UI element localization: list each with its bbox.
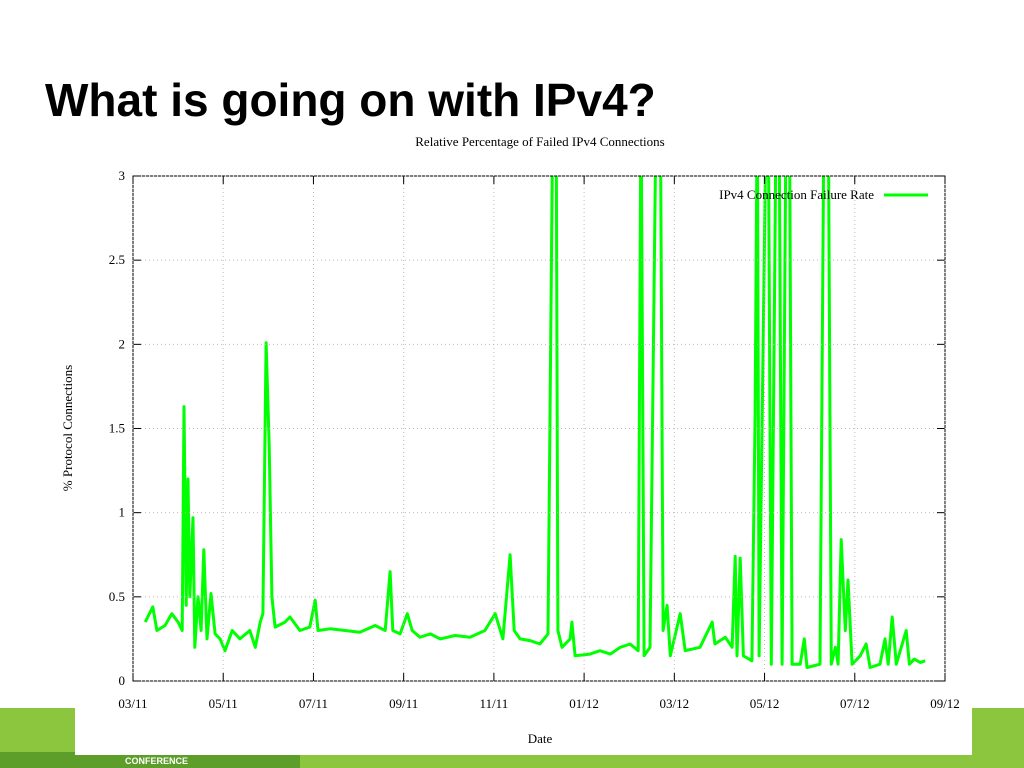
- slide-title: What is going on with IPv4?: [45, 74, 656, 126]
- x-tick-label: 05/12: [750, 696, 780, 711]
- x-tick-label: 09/11: [389, 696, 418, 711]
- x-tick-label: 07/11: [299, 696, 328, 711]
- x-tick-label: 03/12: [660, 696, 690, 711]
- x-tick-label: 07/12: [840, 696, 870, 711]
- x-tick-label: 05/11: [209, 696, 238, 711]
- x-tick-label: 09/12: [930, 696, 960, 711]
- y-tick-label: 1.5: [109, 421, 125, 436]
- y-tick-label: 0.5: [109, 589, 125, 604]
- y-tick-label: 2: [119, 336, 126, 351]
- x-tick-label: 03/11: [118, 696, 147, 711]
- plot-area: [143, 176, 926, 669]
- x-tick-label: 11/11: [480, 696, 509, 711]
- footer-text: CONFERENCE: [125, 756, 188, 766]
- chart-title: Relative Percentage of Failed IPv4 Conne…: [415, 134, 664, 149]
- y-tick-label: 2.5: [109, 252, 125, 267]
- y-tick-label: 1: [119, 505, 126, 520]
- legend-label: IPv4 Connection Failure Rate: [719, 187, 874, 202]
- y-tick-label: 0: [119, 673, 126, 688]
- footer-strip: [0, 752, 300, 768]
- x-tick-label: 01/12: [569, 696, 599, 711]
- y-axis-label: % Protocol Connections: [60, 365, 75, 491]
- y-tick-label: 3: [119, 168, 126, 183]
- x-axis-label: Date: [528, 731, 553, 746]
- data-line: [143, 176, 926, 669]
